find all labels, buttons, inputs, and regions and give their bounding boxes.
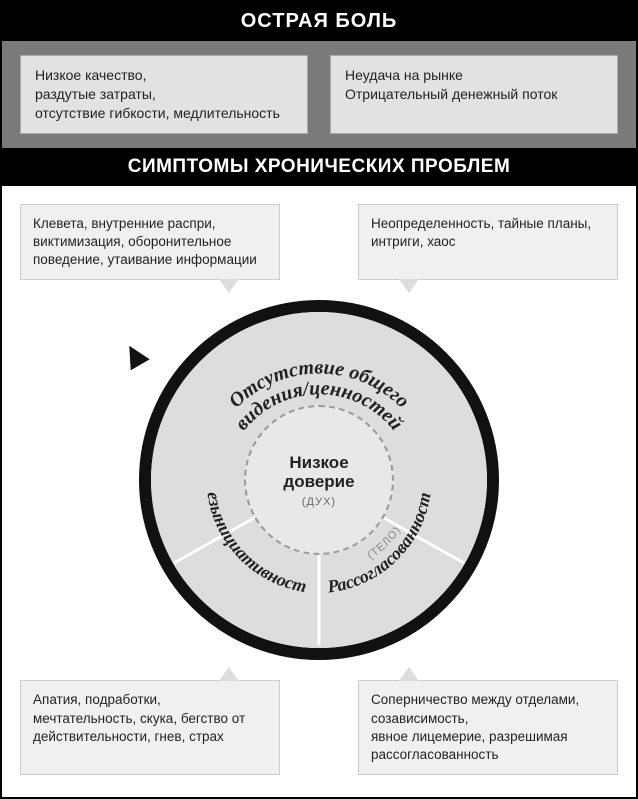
center-sub: (ДУХ) xyxy=(302,496,336,508)
callout-pointer xyxy=(399,667,419,681)
callout-row-bottom: Апатия, подработки, мечтательность, скук… xyxy=(20,680,618,775)
diagram-frame: ОСТРАЯ БОЛЬ Низкое качество,раздутые зат… xyxy=(0,0,638,799)
callout-top-left: Клевета, внутренние распри, виктимизация… xyxy=(20,204,280,281)
header-acute-pain: ОСТРАЯ БОЛЬ xyxy=(2,2,636,41)
callout-text: Клевета, внутренние распри, виктимизация… xyxy=(33,216,257,267)
callout-text: Соперничество между отделами, созависимо… xyxy=(371,692,579,762)
callout-text: Неопределенность, тайные планы, интриги,… xyxy=(371,216,591,249)
callout-pointer xyxy=(399,279,419,293)
callout-text: Апатия, подработки, мечтательность, скук… xyxy=(33,692,245,743)
callout-bottom-left: Апатия, подработки, мечтательность, скук… xyxy=(20,680,280,775)
center-title: Низкоедоверие xyxy=(283,453,354,492)
callout-bottom-right: Соперничество между отделами, созависимо… xyxy=(358,680,618,775)
gray-box-right: Неудача на рынкеОтрицательный денежный п… xyxy=(330,55,618,134)
callout-pointer xyxy=(219,667,239,681)
main-area: Клевета, внутренние распри, виктимизация… xyxy=(2,186,636,798)
gray-box-left: Низкое качество,раздутые затраты,отсутст… xyxy=(20,55,308,134)
gray-band: Низкое качество,раздутые затраты,отсутст… xyxy=(2,41,636,148)
callout-pointer xyxy=(219,279,239,293)
arrow-head-icon xyxy=(120,341,153,375)
callout-row-top: Клевета, внутренние распри, виктимизация… xyxy=(20,204,618,281)
inner-circle: Низкоедоверие (ДУХ) xyxy=(244,405,394,555)
callout-top-right: Неопределенность, тайные планы, интриги,… xyxy=(358,204,618,281)
header-symptoms: СИМПТОМЫ ХРОНИЧЕСКИХ ПРОБЛЕМ xyxy=(2,148,636,186)
circle-diagram: Отсутствие общего видения/ценностей (ИНТ… xyxy=(139,300,499,660)
